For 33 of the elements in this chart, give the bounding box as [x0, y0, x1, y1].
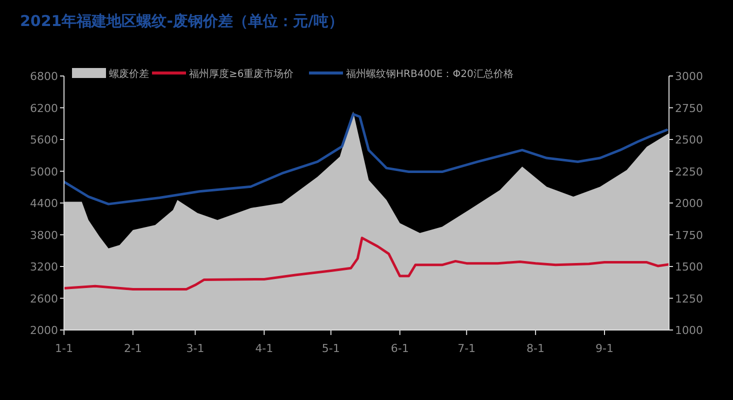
y-tick-label: 6200: [30, 102, 58, 115]
y2-tick-label: 2750: [675, 102, 703, 115]
legend-label: 福州螺纹钢HRB400E：Φ20汇总价格: [346, 68, 514, 80]
y2-tick-label: 1000: [675, 324, 703, 337]
x-tick-label: 5-1: [322, 342, 340, 355]
y-tick-label: 5000: [30, 165, 58, 178]
y2-tick-label: 1750: [675, 228, 703, 242]
legend-label: 螺废价差: [109, 68, 149, 80]
x-tick-label: 9-1: [596, 342, 614, 355]
y-tick-label: 6800: [30, 70, 58, 83]
y-tick-label: 2600: [30, 292, 58, 306]
x-tick-label: 4-1: [255, 342, 274, 355]
y-tick-label: 3800: [30, 228, 58, 242]
y2-tick-label: 1250: [675, 292, 703, 306]
line-series: [64, 236, 669, 291]
y2-tick-label: 2250: [675, 165, 703, 178]
y2-tick-label: 2500: [675, 134, 703, 146]
y2-tick-label: 2000: [675, 197, 703, 210]
y2-tick-label: 3000: [675, 70, 703, 83]
x-tick-label: 1-1: [55, 342, 73, 355]
x-tick-label: 3-1: [186, 342, 204, 355]
y-tick-label: 2000: [30, 324, 58, 337]
x-tick-label: 2-1: [124, 342, 142, 355]
x-tick-label: 7-1: [458, 342, 476, 355]
y-tick-label: 4400: [30, 197, 58, 210]
x-tick-label: 6-1: [390, 342, 409, 355]
line-series: [64, 112, 668, 206]
x-tick-label: 8-1: [526, 342, 545, 355]
y-tick-label: 5600: [30, 134, 58, 146]
y2-tick-label: 1500: [675, 260, 703, 274]
legend-label: 福州厚度≥6重废市场价: [189, 68, 294, 80]
chart-title: 2021年福建地区螺纹-废钢价差（单位：元/吨）: [20, 12, 344, 30]
y-tick-label: 3200: [30, 260, 58, 274]
